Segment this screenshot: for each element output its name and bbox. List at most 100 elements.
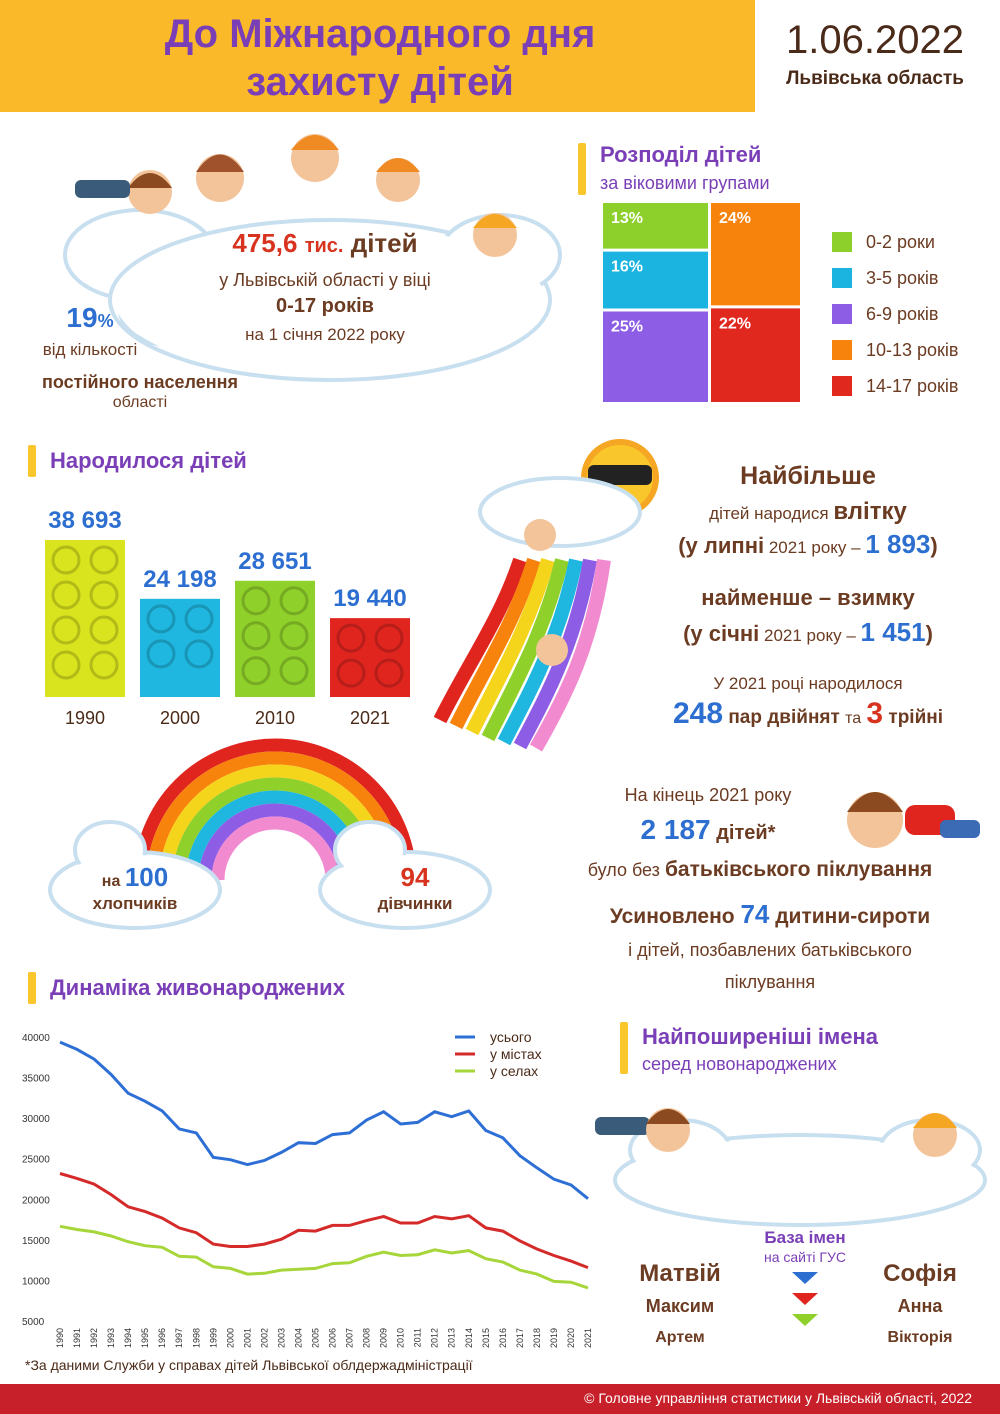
stud <box>89 650 119 680</box>
line <box>59 1040 589 1200</box>
cloud-fill <box>483 481 637 543</box>
x-tick-label: 2021 <box>350 708 390 728</box>
text: від кількості <box>42 340 138 359</box>
x-tick-label: 1996 <box>157 1328 167 1348</box>
treemap-cell <box>603 311 708 402</box>
text: 2 187 дітей* <box>558 814 858 846</box>
child-illustration <box>847 792 980 848</box>
x-tick-label: 2011 <box>413 1328 423 1347</box>
value-label: 19 440 <box>333 585 406 612</box>
line <box>59 1224 589 1290</box>
text: на сайті ГУС <box>763 1249 846 1265</box>
x-tick-label: 2010 <box>396 1328 406 1348</box>
number: 74 <box>740 899 770 929</box>
x-tick-label: 2001 <box>242 1328 252 1348</box>
text: і дітей, позбавлених батьківського піклу… <box>628 940 912 992</box>
x-tick-label: 2015 <box>481 1328 491 1348</box>
text: ) <box>925 621 933 646</box>
text: дітей народися влітку <box>608 498 1000 526</box>
x-tick-label: 2000 <box>160 708 200 728</box>
treemap-cell <box>711 308 800 402</box>
stud <box>51 580 81 610</box>
number: 19 <box>66 302 98 333</box>
stud <box>279 656 309 686</box>
region: Львівська область <box>786 68 964 89</box>
x-tick-label: 2006 <box>328 1328 338 1348</box>
text: було без батьківського піклування <box>520 858 1000 882</box>
noun: дітей <box>350 228 418 258</box>
kids-illustration <box>75 134 517 257</box>
text: батьківського піклування <box>664 858 933 881</box>
x-tick-label: 1995 <box>140 1328 150 1348</box>
stud <box>279 586 309 616</box>
marker <box>578 143 586 195</box>
y-tick-label: 15000 <box>22 1236 50 1247</box>
legend-label: 14-17 років <box>866 376 959 396</box>
bar <box>140 598 220 697</box>
line <box>59 1172 589 1270</box>
text: (у липні 2021 року – 1 893) <box>608 529 1000 560</box>
legend-swatch <box>832 376 852 396</box>
y-tick-label: 40000 <box>22 1033 50 1044</box>
text: 2021 року – <box>764 626 856 645</box>
unit: тис. <box>304 235 344 257</box>
y-tick-label: 5000 <box>22 1317 45 1328</box>
stud <box>336 623 366 653</box>
text: трійні <box>888 707 944 728</box>
y-tick-label: 25000 <box>22 1155 50 1166</box>
value-label: 38 693 <box>48 507 121 534</box>
kids-illustration <box>595 1108 957 1157</box>
number: 475,6 <box>232 228 298 258</box>
chart-subtitle: за віковими групами <box>600 173 770 193</box>
page-title: До Міжнародного дня захисту дітей <box>164 12 596 104</box>
chart-title: Народилося дітей <box>50 448 247 473</box>
marker <box>28 445 36 477</box>
stud <box>374 658 404 688</box>
legend-swatch <box>832 340 852 360</box>
stud <box>51 545 81 575</box>
children-total: 475,6 тис. дітей <box>165 228 485 259</box>
number: 100 <box>124 862 169 892</box>
stud <box>184 604 214 634</box>
text: постійного населення <box>41 372 238 392</box>
text: дітей народися <box>709 504 829 523</box>
girl-name: Софія <box>883 1260 957 1287</box>
cloud-fill <box>53 855 487 925</box>
legend-label: у містах <box>490 1046 542 1062</box>
text: пар двійнят <box>728 707 840 728</box>
legend-swatch <box>832 232 852 252</box>
text: База імен <box>764 1228 846 1247</box>
x-tick-label: 2002 <box>259 1328 269 1348</box>
rainbow-slide <box>433 557 611 752</box>
value-label: 13% <box>611 210 643 227</box>
names-subtitle: серед новонароджених <box>642 1054 837 1074</box>
text: Найбільше <box>740 462 876 490</box>
x-tick-label: 2003 <box>276 1328 286 1348</box>
text: (у січні 2021 року – 1 451) <box>608 617 1000 648</box>
text: дітей* <box>716 822 776 844</box>
stud <box>51 615 81 645</box>
treemap-cell <box>711 203 800 306</box>
text: на 1 січня 2022 року <box>245 325 405 344</box>
text: найменше – взимку <box>701 585 915 610</box>
stud <box>89 545 119 575</box>
y-tick-label: 20000 <box>22 1195 50 1206</box>
number: 1 893 <box>865 529 931 559</box>
x-tick-label: 1990 <box>55 1328 65 1348</box>
number: 94 <box>400 862 430 892</box>
marker <box>28 972 36 1004</box>
text: ) <box>930 533 938 558</box>
text: на 100 <box>65 862 205 893</box>
bar <box>330 618 410 697</box>
y-tick-label: 35000 <box>22 1074 50 1085</box>
x-tick-label: 1993 <box>106 1328 116 1348</box>
boy-name: Артем <box>655 1329 705 1346</box>
value-label: 22% <box>719 315 751 332</box>
x-tick-label: 2020 <box>566 1328 576 1348</box>
header-band <box>0 0 755 112</box>
stud <box>51 650 81 680</box>
stud <box>146 639 176 669</box>
x-tick-label: 2021 <box>583 1328 593 1348</box>
